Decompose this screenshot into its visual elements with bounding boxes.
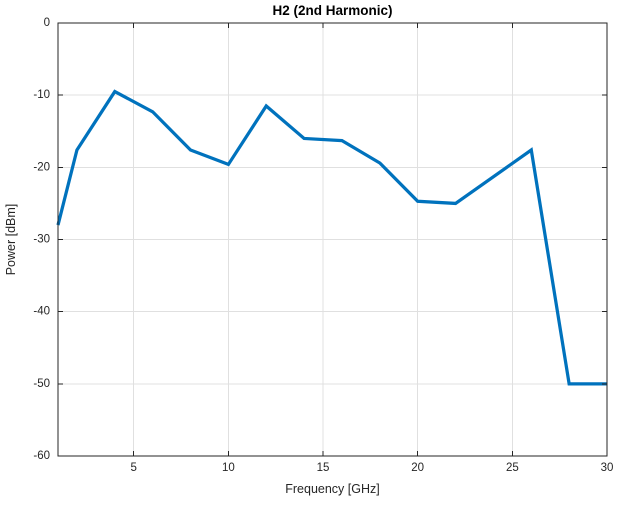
data-line bbox=[56, 89, 607, 386]
y-tick-label: -40 bbox=[33, 306, 50, 318]
x-tick-label: 15 bbox=[317, 462, 330, 474]
y-tick-label: -20 bbox=[33, 161, 50, 173]
chart-layer: 5 10 15 20 25 30 0 -10 -20 -30 -40 -50 -60 bbox=[33, 17, 613, 474]
x-tick-label: 30 bbox=[601, 462, 614, 474]
chart-title: H2 (2nd Harmonic) bbox=[272, 3, 392, 18]
y-tick-label: -10 bbox=[33, 89, 50, 101]
x-tick-label: 25 bbox=[506, 462, 519, 474]
x-tick-label: 20 bbox=[411, 462, 424, 474]
x-tick-label: 10 bbox=[222, 462, 235, 474]
y-tick-label: 0 bbox=[44, 17, 50, 29]
y-tick-label: -30 bbox=[33, 234, 50, 246]
y-tick-label: -60 bbox=[33, 450, 50, 462]
x-axis-label: Frequency [GHz] bbox=[285, 482, 379, 496]
y-axis-label: Power [dBm] bbox=[4, 204, 18, 276]
y-tick-label: -50 bbox=[33, 378, 50, 390]
x-tick-label: 5 bbox=[131, 462, 137, 474]
